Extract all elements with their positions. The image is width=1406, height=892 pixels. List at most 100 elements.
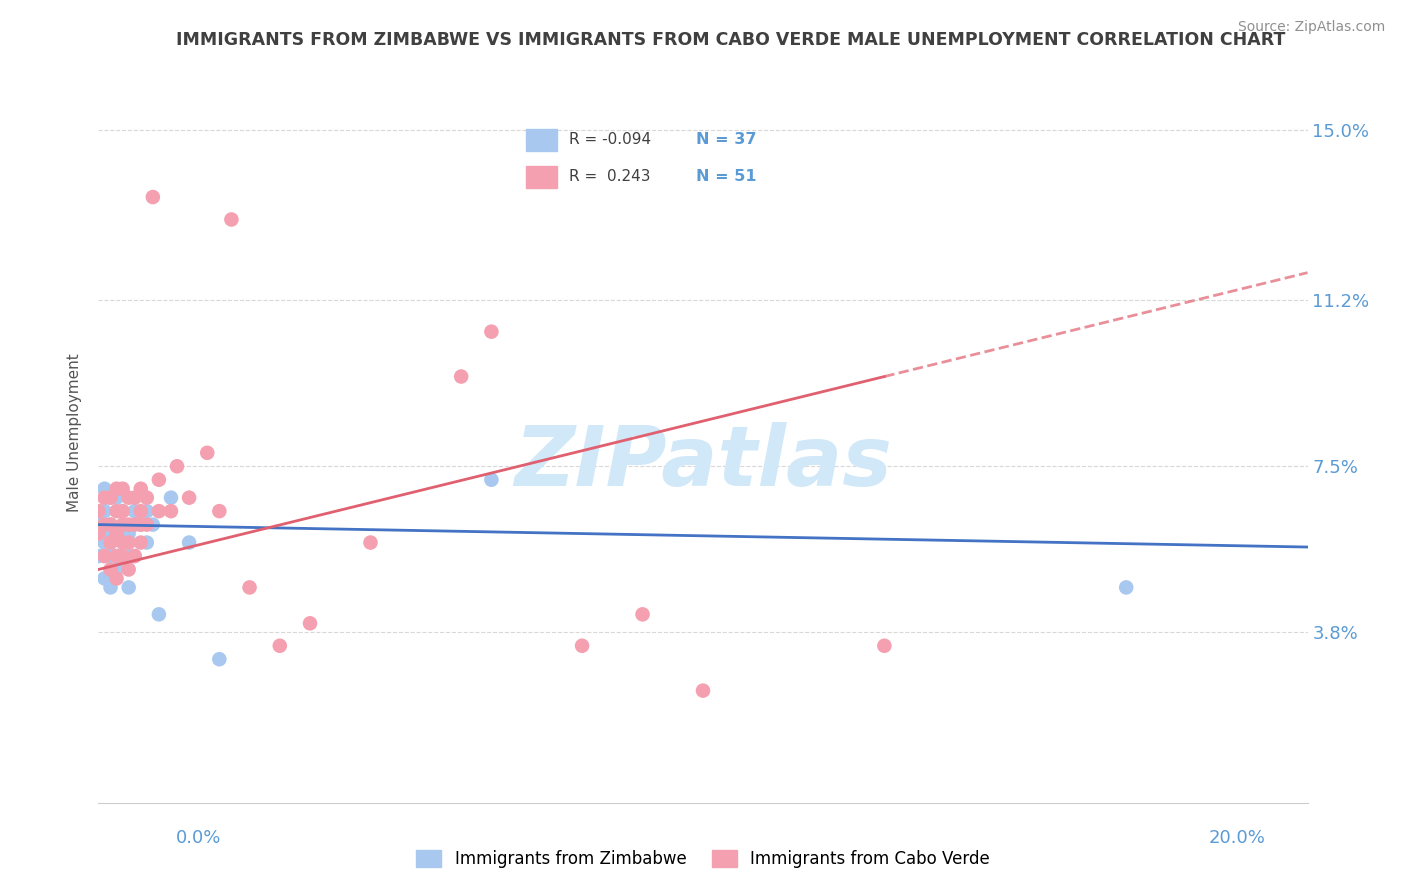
Text: R = -0.094: R = -0.094 — [569, 132, 651, 147]
Point — [100, 491, 122, 505]
Point — [118, 549, 141, 563]
Point — [87, 517, 110, 532]
Point — [124, 491, 146, 505]
Legend: Immigrants from Zimbabwe, Immigrants from Cabo Verde: Immigrants from Zimbabwe, Immigrants fro… — [409, 843, 997, 875]
Point — [142, 190, 165, 204]
Point — [269, 639, 291, 653]
Point — [105, 526, 128, 541]
Point — [105, 571, 128, 585]
Point — [135, 504, 157, 518]
Point — [93, 526, 115, 541]
Point — [105, 482, 128, 496]
Point — [118, 491, 141, 505]
Point — [111, 482, 134, 496]
Point — [87, 526, 110, 541]
Point — [124, 549, 146, 563]
Text: ZIPatlas: ZIPatlas — [515, 422, 891, 503]
Point — [105, 526, 128, 541]
Point — [105, 549, 128, 563]
Point — [148, 504, 170, 518]
Point — [195, 446, 218, 460]
Point — [571, 639, 593, 653]
Point — [160, 504, 183, 518]
Point — [179, 535, 201, 549]
Point — [93, 549, 115, 563]
Point — [111, 517, 134, 532]
Point — [118, 581, 141, 595]
Point — [135, 517, 157, 532]
Text: R =  0.243: R = 0.243 — [569, 169, 651, 184]
Text: N = 51: N = 51 — [696, 169, 756, 184]
Point — [129, 517, 152, 532]
Point — [129, 504, 152, 518]
Y-axis label: Male Unemployment: Male Unemployment — [67, 353, 83, 512]
Point — [118, 562, 141, 576]
Point — [100, 535, 122, 549]
Point — [105, 562, 128, 576]
Point — [142, 517, 165, 532]
Point — [111, 535, 134, 549]
Point — [129, 535, 152, 549]
Point — [450, 369, 472, 384]
Point — [124, 504, 146, 518]
Point — [93, 517, 115, 532]
Point — [93, 482, 115, 496]
Text: IMMIGRANTS FROM ZIMBABWE VS IMMIGRANTS FROM CABO VERDE MALE UNEMPLOYMENT CORRELA: IMMIGRANTS FROM ZIMBABWE VS IMMIGRANTS F… — [176, 31, 1285, 49]
Point — [299, 616, 322, 631]
Point — [111, 504, 134, 518]
Point — [118, 517, 141, 532]
Point — [873, 639, 896, 653]
Point — [100, 517, 122, 532]
Point — [100, 562, 122, 576]
Point — [87, 526, 110, 541]
Point — [111, 549, 134, 563]
Point — [148, 473, 170, 487]
Point — [93, 535, 115, 549]
Point — [135, 535, 157, 549]
Point — [129, 482, 152, 496]
Text: Source: ZipAtlas.com: Source: ZipAtlas.com — [1237, 20, 1385, 34]
Point — [93, 571, 115, 585]
Text: 20.0%: 20.0% — [1209, 829, 1265, 847]
Point — [360, 535, 382, 549]
Point — [105, 504, 128, 518]
Point — [100, 491, 122, 505]
Point — [105, 491, 128, 505]
Point — [148, 607, 170, 622]
Point — [166, 459, 188, 474]
Text: 0.0%: 0.0% — [176, 829, 221, 847]
Point — [93, 491, 115, 505]
Point — [481, 325, 503, 339]
FancyBboxPatch shape — [526, 166, 557, 188]
Point — [124, 549, 146, 563]
Point — [239, 581, 262, 595]
Point — [111, 526, 134, 541]
Point — [87, 549, 110, 563]
Point — [87, 504, 110, 518]
Point — [135, 491, 157, 505]
FancyBboxPatch shape — [526, 129, 557, 152]
Point — [111, 549, 134, 563]
Point — [100, 517, 122, 532]
Point — [118, 526, 141, 541]
Point — [87, 504, 110, 518]
Point — [100, 581, 122, 595]
Text: N = 37: N = 37 — [696, 132, 756, 147]
Point — [179, 491, 201, 505]
Point — [481, 473, 503, 487]
Point — [93, 504, 115, 518]
Point — [100, 535, 122, 549]
Point — [631, 607, 654, 622]
Point — [118, 535, 141, 549]
Point — [208, 652, 231, 666]
Point — [208, 504, 231, 518]
Point — [105, 549, 128, 563]
Point — [93, 549, 115, 563]
Point — [100, 549, 122, 563]
Point — [111, 504, 134, 518]
Point — [1115, 581, 1137, 595]
Point — [221, 212, 243, 227]
Point — [160, 491, 183, 505]
Point — [129, 517, 152, 532]
Point — [692, 683, 714, 698]
